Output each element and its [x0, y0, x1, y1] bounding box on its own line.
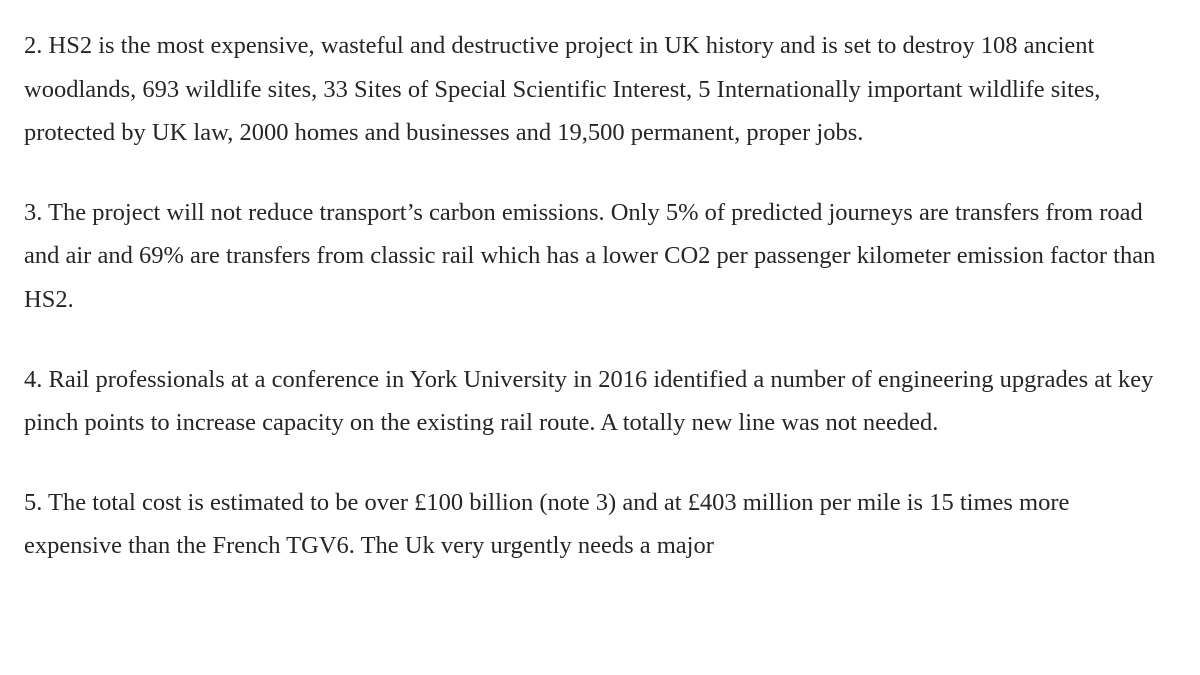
- paragraph-3: 3. The project will not reduce transport…: [24, 191, 1172, 322]
- paragraph-2: 2. HS2 is the most expensive, wasteful a…: [24, 24, 1172, 155]
- paragraph-4: 4. Rail professionals at a conference in…: [24, 358, 1172, 445]
- paragraph-5: 5. The total cost is estimated to be ove…: [24, 481, 1172, 568]
- document-body: 2. HS2 is the most expensive, wasteful a…: [0, 0, 1200, 568]
